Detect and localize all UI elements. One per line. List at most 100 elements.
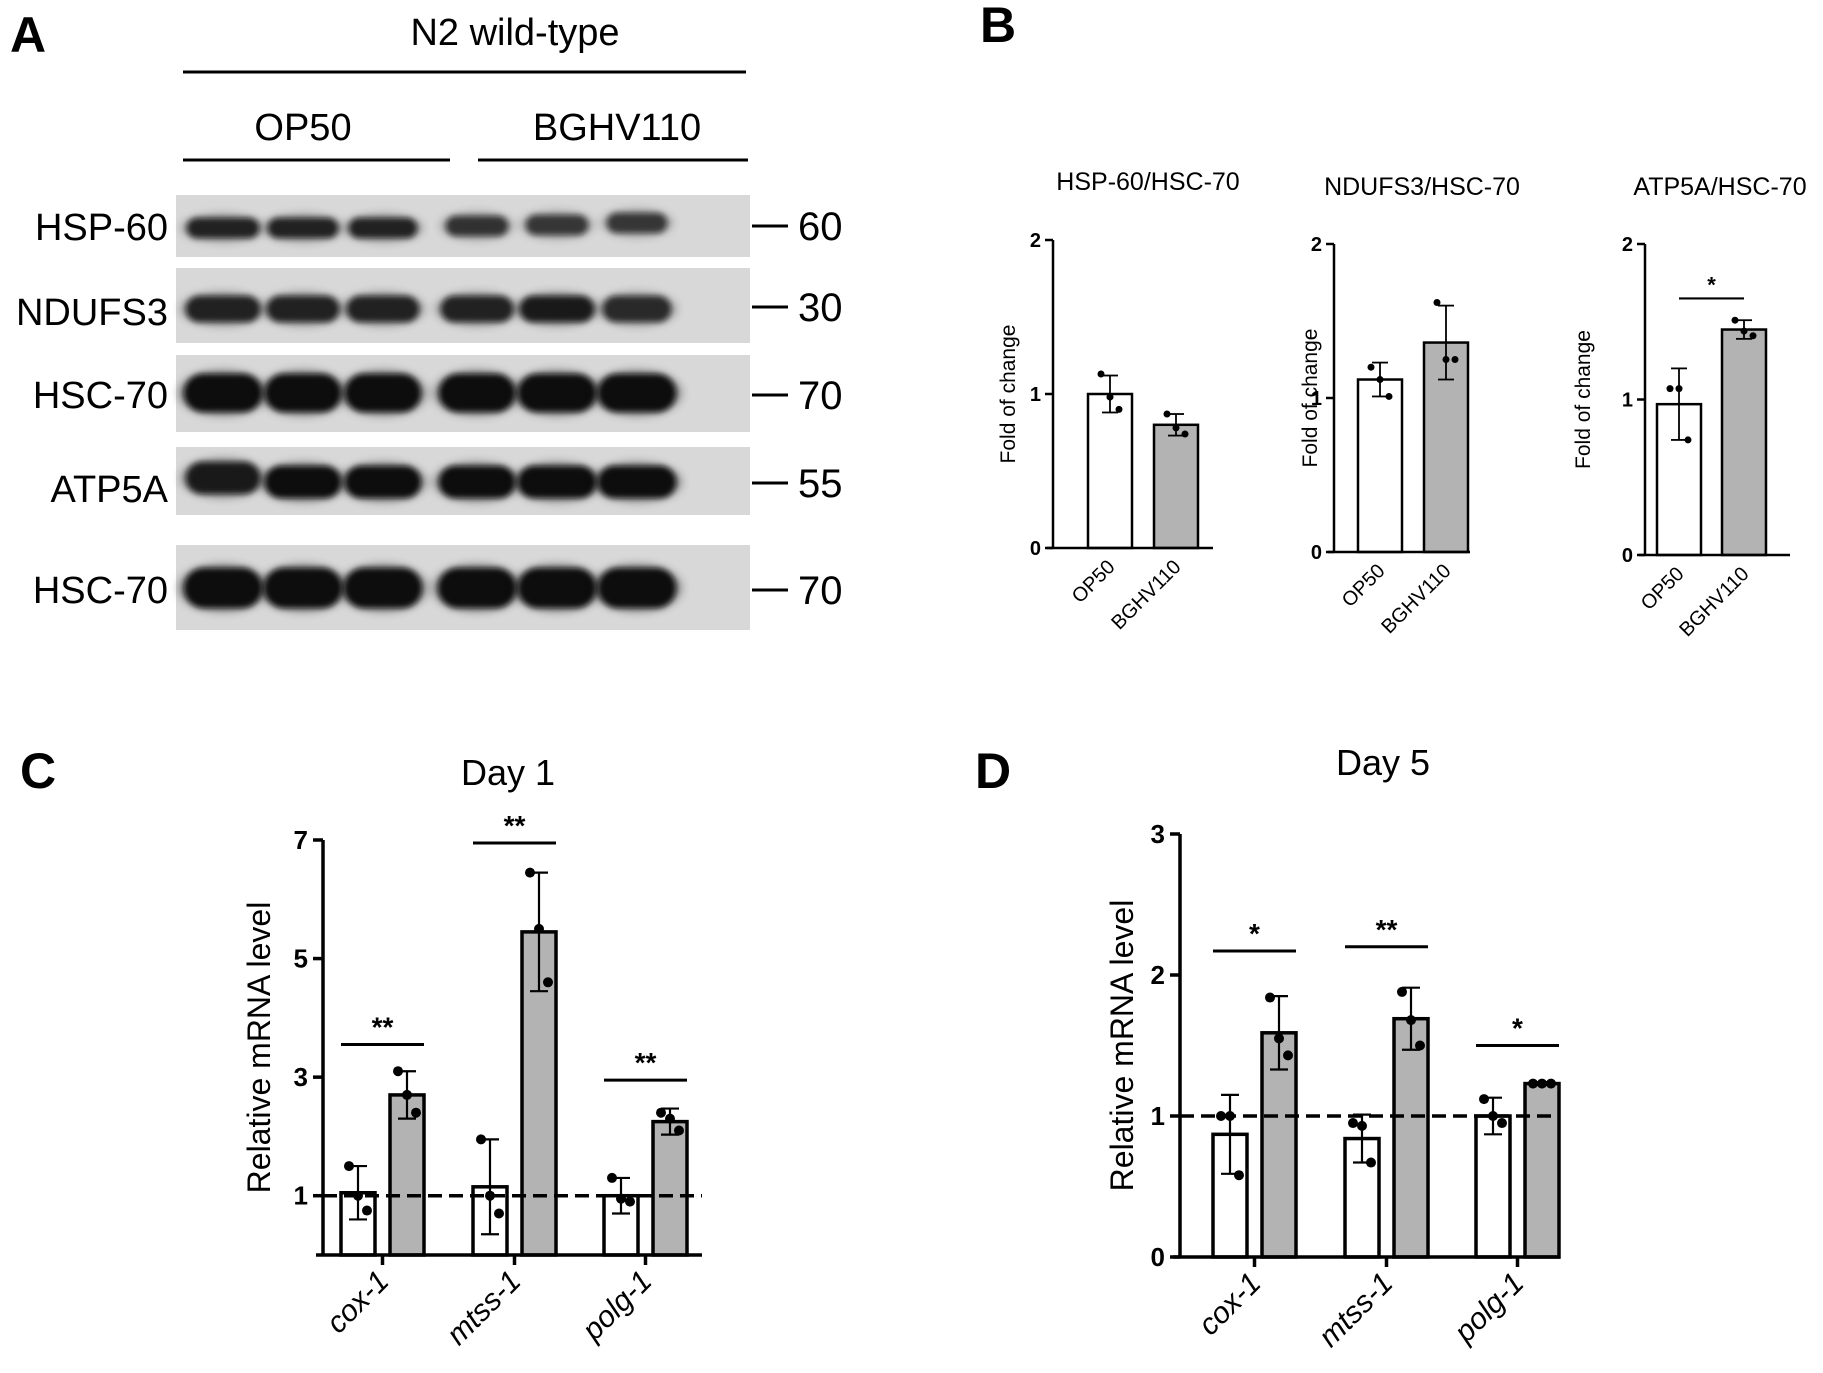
blot-row-ndufs3-band-1 bbox=[180, 292, 266, 326]
blot-row-ndufs3-band-6 bbox=[597, 292, 677, 326]
significance-label: * bbox=[1512, 1013, 1523, 1044]
bar-polg-1-treated bbox=[1523, 1081, 1561, 1259]
data-point bbox=[1731, 316, 1739, 324]
data-point bbox=[411, 1107, 421, 1118]
y-tick-label: 1 bbox=[1622, 390, 1633, 412]
data-point bbox=[1537, 1078, 1547, 1089]
mw-label-30: 30 bbox=[798, 286, 843, 330]
data-point bbox=[362, 1205, 372, 1216]
y-axis-label: Relative mRNA level bbox=[1104, 900, 1140, 1192]
blot-row-hsp60-band-6 bbox=[601, 209, 673, 237]
protein-label-hsp60: HSP-60 bbox=[35, 207, 168, 249]
y-tick-label: 1 bbox=[1151, 1101, 1165, 1131]
western-blot-panel: N2 wild-type OP50 BGHV110 HSP-60 60 NDUF… bbox=[16, 12, 843, 630]
error-bar-BGHV110 bbox=[1438, 304, 1454, 381]
blot-row-hsc70-b-band-3 bbox=[338, 564, 428, 612]
category-label: cox-1 bbox=[1192, 1267, 1267, 1342]
chart-title: ATP5A/HSC-70 bbox=[1633, 173, 1806, 201]
category-label: mtss-1 bbox=[440, 1265, 527, 1352]
category-label: BGHV110 bbox=[1675, 563, 1753, 641]
y-tick-label: 5 bbox=[294, 944, 308, 974]
blot-row-hsc70-a-band-6 bbox=[592, 370, 682, 416]
data-point bbox=[1357, 1120, 1367, 1131]
panel-label-d: D bbox=[975, 743, 1011, 799]
chart-title: NDUFS3/HSC-70 bbox=[1324, 173, 1520, 201]
significance-label: ** bbox=[372, 1012, 394, 1043]
condition-label-op50: OP50 bbox=[254, 107, 351, 149]
category-label: OP50 bbox=[1068, 556, 1120, 608]
mw-label-70-a: 70 bbox=[798, 374, 843, 418]
blot-row-hsp60-band-3 bbox=[343, 214, 423, 242]
blot-row-hsc70-b-band-2 bbox=[258, 564, 348, 612]
data-point bbox=[494, 1208, 504, 1219]
error-bar-OP50 bbox=[1671, 367, 1687, 441]
data-point bbox=[1451, 356, 1459, 363]
significance-label: ** bbox=[504, 810, 526, 841]
y-tick-label: 0 bbox=[1151, 1242, 1165, 1272]
data-point bbox=[1433, 299, 1441, 307]
blot-row-hsp60-band-1 bbox=[181, 214, 265, 242]
y-tick-label: 0 bbox=[1622, 545, 1633, 567]
category-label: OP50 bbox=[1637, 563, 1689, 615]
blot-row-atp5a-band-3 bbox=[339, 462, 427, 502]
significance-label: * bbox=[1249, 918, 1260, 949]
data-point bbox=[1106, 393, 1114, 401]
data-point bbox=[525, 867, 535, 878]
blot-row-atp5a: ATP5A 55 bbox=[50, 447, 843, 515]
chart-3: Day 1 Relative mRNA level 1 3 5 7 cox-1 mtss-1 p… bbox=[241, 752, 702, 1352]
blot-row-ndufs3: NDUFS3 30 bbox=[16, 268, 843, 343]
category-label: cox-1 bbox=[320, 1265, 395, 1340]
blot-row-hsc70-a-band-1 bbox=[178, 370, 268, 416]
blot-row-hsc70-a: HSC-70 70 bbox=[33, 355, 843, 432]
protein-label-ndufs3: NDUFS3 bbox=[16, 292, 168, 334]
blot-row-hsc70-a-band-2 bbox=[259, 370, 347, 416]
data-point bbox=[674, 1125, 684, 1136]
blot-row-atp5a-band-6 bbox=[592, 462, 682, 502]
blot-row-hsc70-b-band-1 bbox=[178, 564, 268, 612]
data-point bbox=[1479, 1094, 1489, 1105]
y-tick-label: 2 bbox=[1151, 960, 1165, 990]
y-tick-label: 0 bbox=[1030, 538, 1041, 560]
data-point bbox=[1283, 1050, 1293, 1061]
y-axis-label: Relative mRNA level bbox=[241, 902, 277, 1194]
y-tick-label: 2 bbox=[1311, 234, 1322, 256]
blot-row-ndufs3-band-4 bbox=[435, 292, 519, 326]
blot-row-ndufs3-band-5 bbox=[514, 292, 600, 326]
chart-1: NDUFS3/HSC-70 Fold of change 0 1 2 OP50BGHV11… bbox=[1299, 173, 1520, 638]
data-point bbox=[1497, 1118, 1507, 1129]
blot-row-ndufs3-band-2 bbox=[261, 292, 345, 326]
chart-title: Day 1 bbox=[461, 752, 555, 793]
blot-row-atp5a-band-2 bbox=[259, 462, 347, 502]
y-tick-label: 2 bbox=[1622, 234, 1633, 256]
data-point bbox=[402, 1089, 412, 1100]
data-point bbox=[1265, 992, 1275, 1003]
blot-row-ndufs3-band-3 bbox=[341, 292, 425, 326]
mw-label-55: 55 bbox=[798, 462, 843, 506]
blot-row-atp5a-band-4 bbox=[433, 462, 521, 502]
data-point bbox=[1546, 1078, 1556, 1089]
data-point bbox=[1397, 986, 1407, 997]
data-point bbox=[534, 923, 544, 934]
blot-row-hsc70-b-band-6 bbox=[592, 564, 682, 612]
data-point bbox=[344, 1161, 354, 1172]
category-label: polg-1 bbox=[1447, 1267, 1530, 1350]
data-point bbox=[1666, 385, 1674, 393]
blot-row-hsc70-a-band-4 bbox=[433, 370, 521, 416]
data-point bbox=[543, 977, 553, 988]
blot-row-hsp60-band-2 bbox=[262, 214, 344, 242]
blot-row-hsc70-a-band-3 bbox=[339, 370, 427, 416]
mw-label-60: 60 bbox=[798, 205, 843, 249]
data-point bbox=[1366, 1157, 1376, 1168]
data-point bbox=[485, 1190, 495, 1201]
data-point bbox=[1115, 405, 1123, 413]
category-label: BGHV110 bbox=[1377, 560, 1455, 638]
data-point bbox=[1376, 376, 1384, 384]
category-label: OP50 bbox=[1338, 560, 1390, 612]
y-tick-label: 1 bbox=[294, 1181, 308, 1211]
panel-label-a: A bbox=[10, 7, 46, 63]
y-tick-label: 2 bbox=[1030, 230, 1041, 252]
bar-cox-1-treated bbox=[388, 1093, 426, 1257]
significance-label: ** bbox=[635, 1047, 657, 1078]
